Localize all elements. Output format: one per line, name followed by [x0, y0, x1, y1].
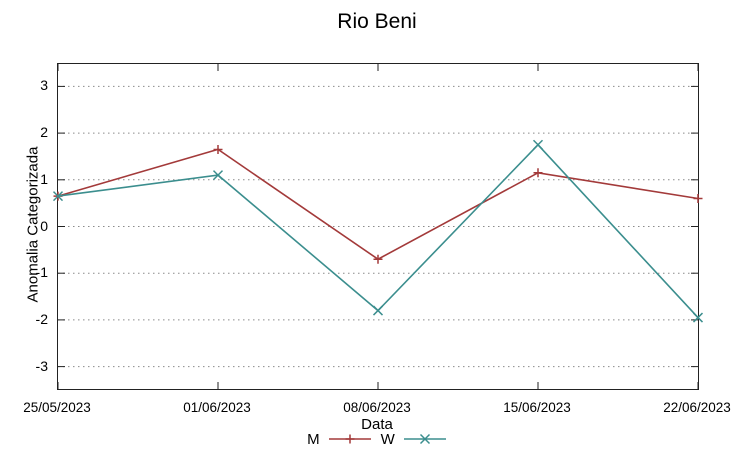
x-tick-label: 22/06/2023 — [663, 400, 731, 415]
plus-marker-icon — [373, 254, 383, 264]
cross-marker-icon — [692, 312, 704, 323]
x-tick-label: 01/06/2023 — [183, 400, 251, 415]
x-tick-label: 15/06/2023 — [503, 400, 571, 415]
plus-marker-icon — [213, 144, 223, 154]
legend-sample-cross-icon — [403, 433, 446, 445]
legend-entry-M: M — [307, 431, 372, 448]
x-tick-label: 08/06/2023 — [343, 400, 411, 415]
plus-marker-icon — [533, 168, 543, 178]
series-line-W — [57, 143, 699, 319]
x-tick-label: 25/05/2023 — [23, 400, 91, 415]
x-axis-label: Data — [361, 416, 393, 433]
legend-label: W — [380, 430, 395, 448]
chart-canvas — [52, 64, 704, 389]
y-tick-label: -1 — [35, 264, 48, 281]
cross-marker-icon — [212, 170, 224, 181]
y-tick-label: 0 — [40, 217, 48, 234]
y-tick-label: 1 — [40, 170, 48, 187]
legend-entry-W: W — [381, 431, 447, 448]
cross-marker-icon — [532, 139, 544, 150]
chart-title: Rio Beni — [337, 10, 417, 33]
plus-marker-icon — [693, 193, 703, 203]
cross-marker-icon — [52, 191, 64, 202]
y-tick-label: 3 — [40, 77, 48, 94]
series-line-M — [57, 148, 699, 261]
plot-area — [52, 63, 704, 390]
y-tick-label: 2 — [40, 124, 48, 141]
y-tick-label: -2 — [35, 310, 48, 327]
legend-label: M — [307, 430, 320, 448]
legend-sample-plus-icon — [328, 434, 371, 444]
cross-marker-icon — [372, 305, 384, 316]
y-tick-label: -3 — [35, 357, 48, 374]
